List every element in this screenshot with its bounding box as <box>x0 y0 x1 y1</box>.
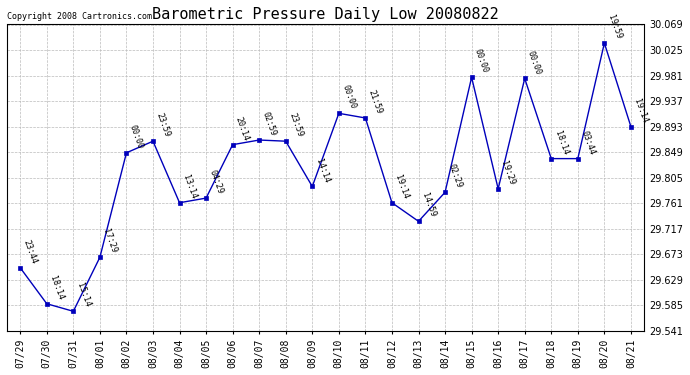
Text: 00:00: 00:00 <box>526 49 543 76</box>
Text: 21:59: 21:59 <box>367 88 384 115</box>
Text: 00:00: 00:00 <box>340 84 357 111</box>
Text: 02:59: 02:59 <box>261 111 277 137</box>
Text: 19:14: 19:14 <box>393 173 411 200</box>
Text: 03:44: 03:44 <box>579 129 596 156</box>
Text: 17:29: 17:29 <box>101 228 118 255</box>
Text: 23:59: 23:59 <box>155 112 171 138</box>
Text: 15:14: 15:14 <box>75 282 92 309</box>
Text: 18:14: 18:14 <box>48 274 65 301</box>
Text: 14:14: 14:14 <box>314 157 331 184</box>
Text: 13:14: 13:14 <box>181 173 198 200</box>
Text: 19:14: 19:14 <box>632 98 649 124</box>
Text: 19:29: 19:29 <box>500 159 517 186</box>
Text: 00:00: 00:00 <box>128 123 145 150</box>
Text: 23:44: 23:44 <box>21 238 39 265</box>
Text: 20:14: 20:14 <box>234 116 251 142</box>
Text: 14:59: 14:59 <box>420 192 437 219</box>
Text: 00:00: 00:00 <box>473 48 490 75</box>
Title: Barometric Pressure Daily Low 20080822: Barometric Pressure Daily Low 20080822 <box>152 7 499 22</box>
Text: 23:59: 23:59 <box>287 112 304 138</box>
Text: 04:29: 04:29 <box>208 169 224 195</box>
Text: 19:59: 19:59 <box>606 14 623 40</box>
Text: Copyright 2008 Cartronics.com: Copyright 2008 Cartronics.com <box>7 12 152 21</box>
Text: 18:14: 18:14 <box>553 129 570 156</box>
Text: 02:29: 02:29 <box>446 163 464 189</box>
